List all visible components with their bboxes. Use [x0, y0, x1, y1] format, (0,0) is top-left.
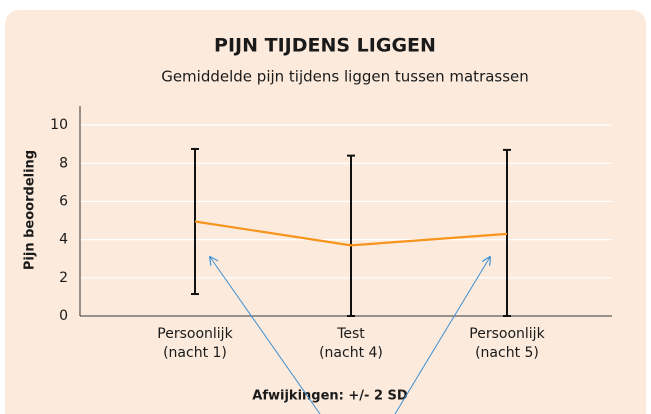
y-tick-label: 2	[59, 270, 68, 286]
x-tick-label: Persoonlijk	[469, 326, 545, 342]
y-tick-label: 0	[59, 308, 68, 324]
chart-subtitle: Gemiddelde pijn tijdens liggen tussen ma…	[161, 68, 529, 86]
x-tick-label: Persoonlijk	[157, 326, 233, 342]
annotation: Afwijkingen: +/- 2 SD	[252, 389, 408, 404]
x-tick-label: (nacht 1)	[163, 345, 227, 361]
x-tick-label: (nacht 5)	[475, 345, 539, 361]
chart-title: PIJN TIJDENS LIGGEN	[214, 35, 436, 57]
x-tick-label: Test	[336, 326, 365, 342]
x-tick-label: (nacht 4)	[319, 345, 383, 361]
arrow	[394, 257, 490, 414]
series-line	[194, 220, 508, 247]
y-tick-label: 8	[59, 155, 68, 171]
y-tick-label: 10	[50, 117, 68, 133]
arrow	[210, 257, 321, 414]
y-axis-label: Pijn beoordeling	[23, 150, 38, 270]
panel	[5, 10, 646, 414]
y-tick-label: 6	[59, 193, 68, 209]
y-tick-label: 4	[59, 232, 68, 248]
